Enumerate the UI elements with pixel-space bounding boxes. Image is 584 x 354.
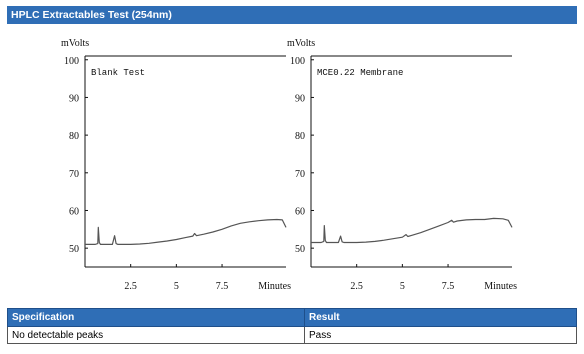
y-tick-label-1-70: 70 [69, 169, 79, 180]
specification-table: Specification Result No detectable peaks… [7, 308, 577, 344]
result-cell: Pass [304, 326, 577, 344]
chart-annotation-1: Blank Test [91, 68, 145, 78]
y-tick-label-2-50: 50 [295, 244, 305, 255]
x-tick-label-1-2.5: 2.5 [124, 281, 137, 292]
y-tick-label-2-80: 80 [295, 131, 305, 142]
table-row: No detectable peaks Pass [7, 326, 577, 344]
x-axis-label-2: Minutes [484, 281, 517, 292]
specification-cell: No detectable peaks [7, 326, 305, 344]
y-axis-label-1: mVolts [61, 38, 89, 49]
chromatogram-trace-1 [85, 218, 287, 245]
y-tick-label-1-50: 50 [69, 244, 79, 255]
x-tick-label-2-7.5: 7.5 [442, 281, 455, 292]
section-title: HPLC Extractables Test (254nm) [11, 9, 172, 21]
y-tick-label-1-90: 90 [69, 93, 79, 104]
section-title-bar: HPLC Extractables Test (254nm) [7, 6, 577, 24]
x-axis-label-1: Minutes [258, 281, 291, 292]
x-tick-label-2-5: 5 [400, 281, 405, 292]
y-tick-label-1-80: 80 [69, 131, 79, 142]
y-tick-label-2-90: 90 [295, 93, 305, 104]
y-tick-label-1-60: 60 [69, 206, 79, 217]
chromatogram-trace-2 [311, 217, 513, 244]
y-tick-label-1-100: 100 [64, 56, 79, 67]
hplc-charts: mVolts 50 60 70 80 90 100 2.5 5 7.5 Minutes Blank T… [61, 38, 517, 292]
column-header-specification: Specification [7, 308, 305, 327]
x-tick-label-1-7.5: 7.5 [216, 281, 229, 292]
y-tick-label-2-70: 70 [295, 169, 305, 180]
y-axis-label-2: mVolts [287, 38, 315, 49]
chart-annotation-2: MCE0.22 Membrane [317, 68, 403, 78]
table-header-row: Specification Result [7, 308, 577, 327]
y-tick-label-2-100: 100 [290, 56, 305, 67]
x-tick-label-2-2.5: 2.5 [350, 281, 363, 292]
x-tick-label-1-5: 5 [174, 281, 179, 292]
y-tick-label-2-60: 60 [295, 206, 305, 217]
column-header-result: Result [304, 308, 577, 327]
